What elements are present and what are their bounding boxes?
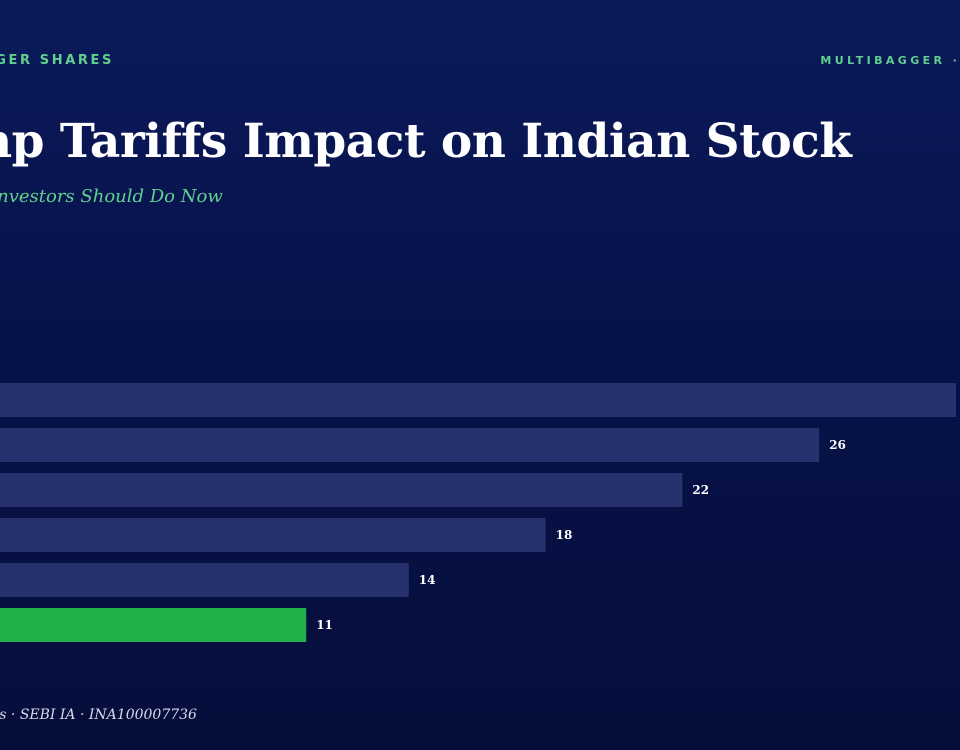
bar-value-label-2: 22	[692, 483, 709, 497]
page-subtitle: Investors Should Do Now	[0, 186, 223, 207]
bar-value-label-3: 18	[556, 528, 573, 542]
bar-5	[0, 608, 307, 642]
bar-chart: 26 22 18 14 11	[0, 383, 956, 642]
bar-value-label-5: 11	[316, 618, 333, 632]
bar-value-label-4: 14	[419, 573, 436, 587]
bar-value-label-1: 26	[829, 438, 846, 452]
bar-1	[0, 428, 820, 462]
page-title: np Tariffs Impact on Indian Stock	[0, 114, 852, 169]
brand-right: MULTIBAGGER · D	[820, 54, 960, 67]
footer-disclaimer: es · SEBI IA · INA100007736	[0, 707, 197, 723]
bar-4	[0, 563, 409, 597]
brand-left: GGER SHARES	[0, 53, 114, 68]
bar-0	[0, 383, 956, 417]
bar-3	[0, 518, 546, 552]
bar-2	[0, 473, 683, 507]
